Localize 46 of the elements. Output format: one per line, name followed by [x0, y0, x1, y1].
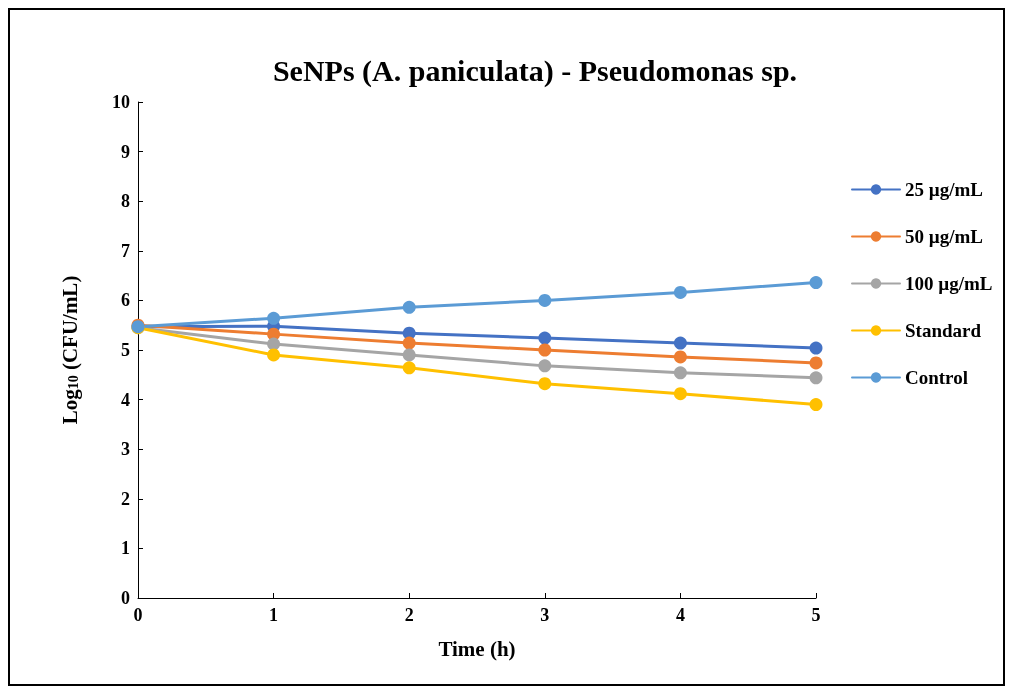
point — [267, 311, 281, 325]
point — [673, 350, 687, 364]
y-tick-label: 3 — [121, 439, 130, 460]
legend-label: Control — [905, 367, 968, 388]
point — [267, 337, 281, 351]
y-tick-label: 4 — [121, 389, 130, 410]
x-tick-label: 4 — [675, 605, 685, 625]
legend-label: 100 µg/mL — [905, 273, 993, 294]
legend-label: 25 µg/mL — [905, 179, 983, 200]
point — [402, 300, 416, 314]
point — [673, 366, 687, 380]
x-tick-label: 2 — [404, 605, 414, 625]
legend-label: 50 µg/mL — [905, 226, 983, 247]
point — [267, 348, 281, 362]
point — [673, 285, 687, 299]
y-tick-label: 0 — [121, 588, 130, 608]
point — [809, 356, 823, 370]
point — [538, 359, 552, 373]
y-tick-label: 5 — [121, 340, 130, 360]
point — [673, 336, 687, 350]
y-tick-label: 10 — [112, 92, 130, 112]
point — [809, 371, 823, 385]
y-tick-label: 6 — [121, 290, 130, 311]
point — [538, 377, 552, 391]
y-tick-label: 1 — [121, 538, 130, 559]
point — [673, 387, 687, 401]
point — [809, 341, 823, 355]
legend-label: Standard — [905, 320, 982, 341]
y-tick-label: 9 — [121, 141, 130, 162]
x-axis-title: Time (h) — [438, 636, 516, 661]
point — [809, 398, 823, 412]
point — [402, 361, 416, 375]
x-tick-label: 1 — [269, 605, 279, 625]
point — [538, 331, 552, 345]
y-axis-title: Log10 (CFU/mL) — [57, 275, 82, 425]
y-tick-label: 7 — [121, 240, 130, 261]
chart-title: SeNPs (A. paniculata) - Pseudomonas sp. — [272, 53, 798, 88]
point — [538, 343, 552, 357]
point — [402, 348, 416, 362]
x-tick-label: 3 — [540, 605, 550, 625]
point — [538, 293, 552, 307]
x-tick-label: 5 — [811, 605, 821, 625]
point — [809, 276, 823, 290]
y-tick-label: 2 — [121, 488, 130, 509]
point — [402, 336, 416, 350]
y-tick-label: 8 — [121, 191, 130, 212]
